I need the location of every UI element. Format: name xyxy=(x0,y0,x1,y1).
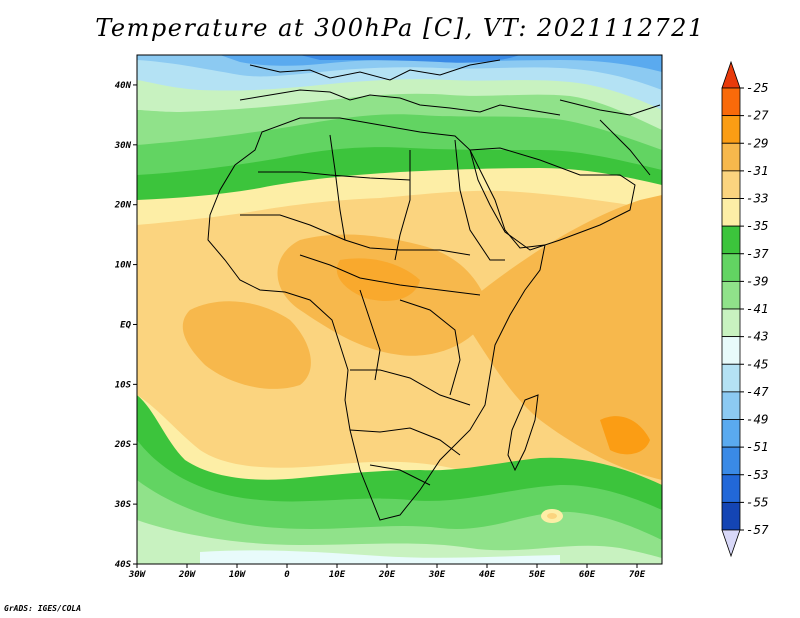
colorbar-label: -51 xyxy=(746,439,769,454)
y-tick-label: EQ xyxy=(120,320,131,330)
colorbar-label: -35 xyxy=(746,218,769,233)
colorbar-label: -57 xyxy=(746,522,769,537)
colorbar-label: -45 xyxy=(746,356,769,371)
chart-title: Temperature at 300hPa [C], VT: 202111272… xyxy=(95,14,705,42)
colorbar-box xyxy=(721,115,741,144)
map-frame xyxy=(136,54,663,565)
colorbar-label: -33 xyxy=(746,191,769,206)
colorbar-label: -29 xyxy=(746,135,769,150)
colorbar-box xyxy=(721,336,741,365)
colorbar-label: -25 xyxy=(746,80,769,95)
colorbar-box xyxy=(721,474,741,503)
x-tick-label: 40E xyxy=(479,570,496,580)
colorbar-box xyxy=(721,198,741,227)
y-tick-label: 10S xyxy=(115,380,132,390)
y-tick-label: 40N xyxy=(115,81,132,91)
x-tick-label: 20E xyxy=(378,570,396,580)
colorbar-box xyxy=(721,419,741,448)
colorbar-box xyxy=(721,501,741,531)
colorbar-label: -49 xyxy=(746,412,769,427)
x-tick-label: 10W xyxy=(229,570,247,580)
colorbar-box xyxy=(721,170,741,199)
x-tick-label: 20W xyxy=(178,570,197,580)
y-tick-label: 20N xyxy=(114,201,132,211)
y-tick-label: 10N xyxy=(115,261,132,271)
colorbar-box xyxy=(721,280,741,310)
colorbar-bottom-triangle xyxy=(721,529,741,558)
x-tick-label: 30W xyxy=(128,570,147,580)
colorbar-label: -37 xyxy=(746,246,769,261)
colorbar-box xyxy=(721,391,741,420)
y-tick-label: 30S xyxy=(114,500,132,510)
colorbar-label: -31 xyxy=(746,163,769,178)
x-tick-label: 50E xyxy=(529,570,546,580)
x-tick-label: 10E xyxy=(329,570,346,580)
colorbar: -25 -27 -29 -31 -33 -35 -37 -39 -41 -43 -45 -47 -49 -… xyxy=(721,60,769,558)
y-tick-label: 30N xyxy=(114,141,132,151)
colorbar-box xyxy=(721,363,741,393)
country-borders xyxy=(207,59,661,521)
colorbar-box xyxy=(721,87,741,117)
colorbar-label: -41 xyxy=(746,301,769,316)
grads-credit: GrADS: IGES/COLA xyxy=(4,604,82,613)
colorbar-box xyxy=(721,225,741,255)
colorbar-label: -53 xyxy=(746,467,769,482)
colorbar-box xyxy=(721,142,741,172)
colorbar-label: -39 xyxy=(746,273,769,288)
y-tick-label: 40S xyxy=(115,560,132,570)
y-axis-ticks: 40N 30N 20N 10N EQ 10S 20S 30S 40S xyxy=(114,81,137,570)
colorbar-label: -47 xyxy=(746,384,769,399)
colorbar-box xyxy=(721,308,741,338)
temperature-field xyxy=(137,55,662,564)
colorbar-top-triangle xyxy=(721,60,741,89)
colorbar-label: -55 xyxy=(746,494,769,509)
colorbar-label: -27 xyxy=(746,108,769,123)
x-tick-label: 0 xyxy=(284,570,290,580)
x-tick-label: 70E xyxy=(629,570,646,580)
x-axis-ticks: 30W 20W 10W 0 10E 20E 30E 40E 50E 60E 70E xyxy=(128,564,646,580)
colorbar-box xyxy=(721,253,741,282)
colorbar-label: -43 xyxy=(746,329,769,344)
y-tick-label: 20S xyxy=(114,440,132,450)
x-tick-label: 60E xyxy=(579,570,596,580)
x-tick-label: 30E xyxy=(428,570,446,580)
colorbar-box xyxy=(721,446,741,476)
